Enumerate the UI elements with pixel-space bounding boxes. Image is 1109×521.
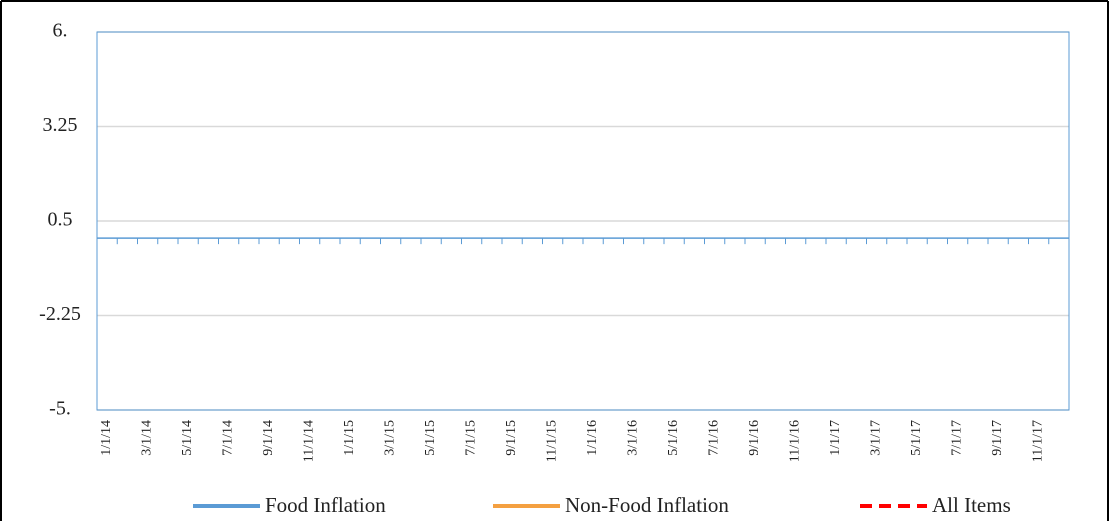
- x-tick-label: 1/1/17: [828, 420, 843, 456]
- x-tick-label: 7/1/15: [464, 420, 479, 456]
- x-tick-label: 9/1/15: [504, 420, 519, 456]
- x-tick-label: 5/1/17: [909, 420, 924, 456]
- x-tick-label: 1/1/14: [99, 420, 114, 456]
- legend-label: Non-Food Inflation: [565, 493, 729, 517]
- x-tick-label: 1/1/16: [585, 420, 600, 456]
- x-tick-label: 7/1/14: [221, 420, 236, 456]
- x-tick-label: 3/1/14: [140, 420, 155, 456]
- legend-label: Food Inflation: [265, 493, 386, 517]
- x-tick-label: 3/1/17: [869, 420, 884, 456]
- x-tick-label: 7/1/16: [707, 420, 722, 456]
- plot-border: [96, 31, 1070, 411]
- x-tick-label: 9/1/16: [747, 420, 762, 456]
- x-tick-label: 11/1/16: [788, 420, 803, 462]
- y-tick-label: 0.5: [48, 209, 73, 231]
- x-tick-label: 5/1/15: [423, 420, 438, 456]
- x-tick-label: 5/1/14: [180, 420, 195, 456]
- x-tick-label: 3/1/15: [383, 420, 398, 456]
- legend-label: All Items: [932, 493, 1011, 517]
- x-tick-label: 11/1/15: [545, 420, 560, 462]
- x-tick-label: 11/1/17: [1031, 420, 1046, 462]
- x-tick-label: 11/1/14: [302, 420, 317, 462]
- x-tick-label: 1/1/15: [342, 420, 357, 456]
- x-tick-label: 5/1/16: [666, 420, 681, 456]
- y-tick-label: 3.25: [43, 114, 78, 136]
- y-tick-label: -5.: [49, 398, 71, 420]
- x-tick-label: 9/1/14: [261, 420, 276, 456]
- x-tick-label: 7/1/17: [950, 420, 965, 456]
- y-tick-label: 6.: [53, 20, 68, 42]
- y-tick-label: -2.25: [39, 303, 81, 325]
- x-tick-label: 3/1/16: [626, 420, 641, 456]
- x-tick-label: 9/1/17: [990, 420, 1005, 456]
